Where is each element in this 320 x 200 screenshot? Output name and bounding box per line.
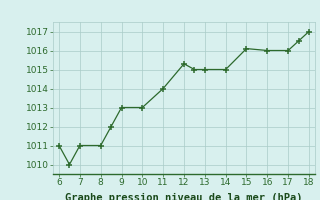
X-axis label: Graphe pression niveau de la mer (hPa): Graphe pression niveau de la mer (hPa) (65, 193, 303, 200)
